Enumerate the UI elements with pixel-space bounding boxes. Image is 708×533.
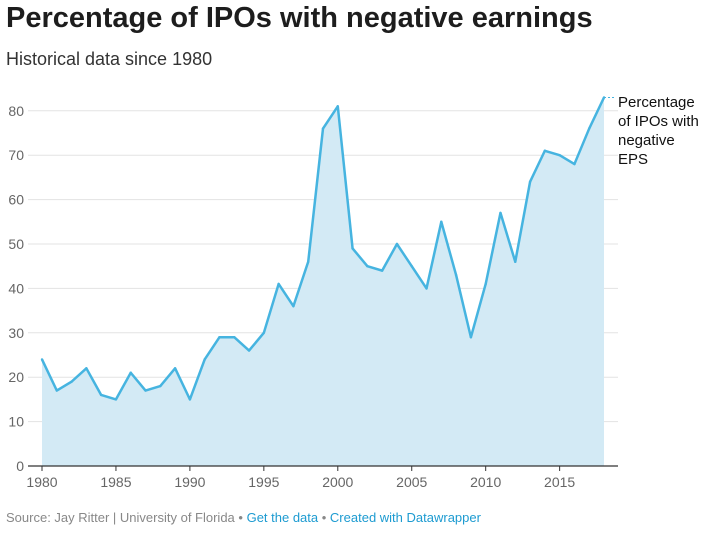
data-point: [380, 269, 384, 272]
data-point: [588, 127, 591, 130]
y-tick-label: 40: [8, 280, 24, 296]
y-tick-label: 30: [8, 325, 24, 341]
data-point: [173, 367, 177, 370]
data-point: [55, 389, 58, 392]
data-point: [70, 380, 73, 383]
datawrapper-link[interactable]: Created with Datawrapper: [329, 510, 481, 525]
separator: •: [318, 510, 330, 525]
x-tick-label: 1985: [100, 474, 131, 490]
data-point: [85, 367, 88, 370]
chart-title: Percentage of IPOs with negative earning…: [6, 2, 593, 34]
data-point: [351, 247, 354, 250]
data-point: [203, 358, 206, 361]
y-tick-label: 50: [8, 236, 24, 252]
area-fill: [42, 97, 604, 466]
y-tick-label: 70: [8, 147, 24, 163]
x-tick-label: 1980: [26, 474, 57, 490]
data-point: [425, 287, 428, 290]
data-point: [262, 331, 266, 334]
data-point: [454, 273, 458, 277]
data-point: [528, 180, 532, 184]
x-tick-label: 1990: [174, 474, 205, 490]
x-tick-label: 2000: [322, 474, 353, 490]
series-label: Percentage of IPOs with negative EPS: [618, 94, 699, 168]
data-point: [573, 162, 576, 166]
x-tick-label: 2010: [470, 474, 501, 490]
data-point: [366, 265, 369, 268]
data-point: [321, 127, 325, 130]
footer: Source: Jay Ritter | University of Flori…: [6, 510, 481, 525]
data-point: [499, 211, 502, 215]
data-point: [410, 265, 413, 268]
data-point: [336, 105, 339, 108]
separator: •: [234, 510, 247, 525]
data-point: [233, 336, 236, 339]
data-point: [40, 358, 44, 361]
y-tick-label: 20: [8, 369, 24, 385]
y-tick-label: 0: [16, 458, 24, 474]
data-point: [144, 389, 147, 392]
data-point: [99, 393, 103, 397]
chart-subtitle: Historical data since 1980: [6, 49, 213, 69]
y-tick-label: 10: [8, 414, 24, 430]
data-point: [277, 282, 280, 286]
data-point: [292, 304, 295, 308]
data-point: [558, 154, 561, 157]
data-point: [218, 336, 221, 339]
data-point: [114, 398, 118, 401]
data-point: [395, 242, 399, 246]
data-point: [543, 149, 547, 152]
source-text: Source: Jay Ritter | University of Flori…: [6, 510, 235, 525]
data-point: [129, 371, 132, 374]
x-tick-label: 2005: [396, 474, 427, 490]
data-point: [440, 220, 443, 223]
y-tick-label: 80: [8, 103, 24, 119]
data-point: [469, 336, 473, 339]
data-point: [159, 384, 162, 388]
data-point: [188, 398, 192, 401]
get-data-link[interactable]: Get the data: [246, 510, 319, 525]
data-point: [247, 349, 251, 352]
y-tick-label: 60: [8, 192, 24, 208]
x-tick-label: 1995: [248, 474, 279, 490]
x-tick-label: 2015: [544, 474, 575, 490]
data-point: [484, 282, 487, 286]
data-point: [307, 260, 310, 263]
data-point: [514, 260, 517, 263]
